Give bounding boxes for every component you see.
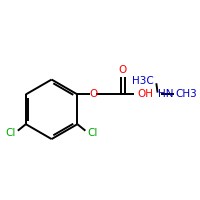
Text: CH3: CH3: [175, 89, 197, 99]
Text: Cl: Cl: [5, 128, 16, 138]
Text: O: O: [119, 65, 127, 75]
Text: OH: OH: [138, 89, 154, 99]
Text: HN: HN: [158, 89, 173, 99]
Text: Cl: Cl: [88, 128, 98, 138]
Text: H3C: H3C: [132, 76, 154, 86]
Text: O: O: [89, 89, 97, 99]
